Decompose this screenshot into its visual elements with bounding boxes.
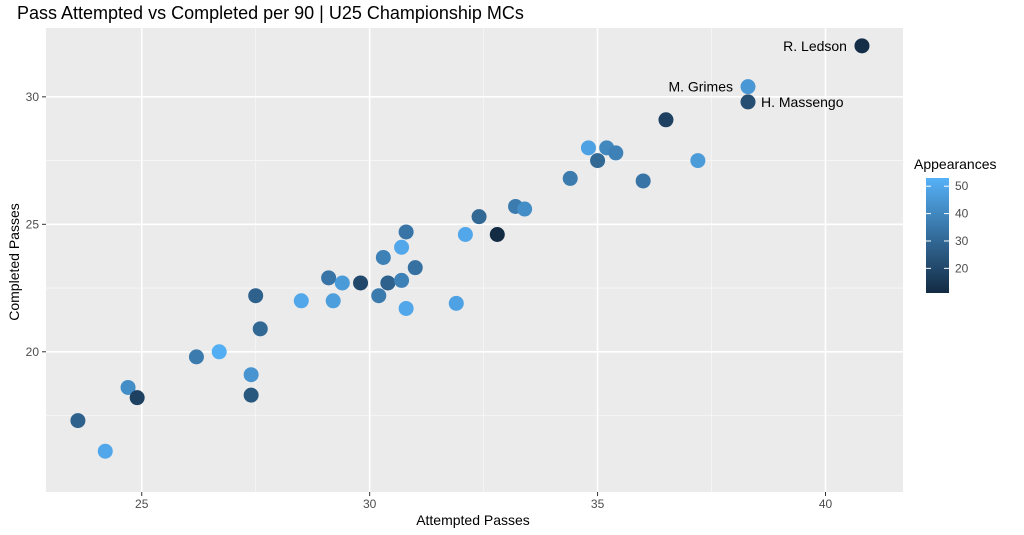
legend-colorbar (926, 178, 949, 293)
x-tick-label: 25 (135, 497, 149, 511)
point-label: H. Massengo (761, 94, 844, 110)
data-point (70, 413, 86, 429)
chart-title: Pass Attempted vs Completed per 90 | U25… (17, 3, 524, 23)
data-point (471, 209, 487, 225)
data-point (394, 272, 410, 288)
legend-tick-label: 20 (955, 261, 969, 275)
data-point (188, 349, 204, 365)
data-point (243, 367, 259, 383)
legend-title: Appearances (914, 156, 997, 172)
data-points (70, 38, 870, 459)
data-point (398, 300, 414, 316)
legend: Appearances 20 30 40 50 (914, 156, 997, 293)
y-axis-ticks: 20 25 30 (26, 90, 46, 359)
legend-tick-label: 40 (955, 207, 969, 221)
data-point (243, 387, 259, 403)
point-label: R. Ledson (783, 38, 847, 54)
y-tick-label: 30 (26, 90, 40, 104)
data-point (321, 270, 337, 286)
data-point (97, 443, 113, 459)
data-point (635, 173, 651, 189)
data-point (129, 390, 145, 406)
data-point (608, 145, 624, 161)
point-labels: R. Ledson M. Grimes H. Massengo (668, 38, 847, 110)
point-label: M. Grimes (668, 79, 733, 95)
data-point (740, 94, 756, 110)
data-point (658, 112, 674, 128)
major-gridlines (46, 28, 903, 492)
data-point (590, 153, 606, 169)
legend-ticks: 20 30 40 50 (926, 179, 969, 275)
data-point (690, 153, 706, 169)
data-point (489, 227, 505, 243)
data-point (457, 227, 473, 243)
x-axis-ticks: 25 30 35 40 (135, 492, 832, 511)
data-point (248, 288, 264, 304)
data-point (293, 293, 309, 309)
data-point (325, 293, 341, 309)
data-point (407, 260, 423, 276)
data-point (380, 275, 396, 291)
data-point (371, 288, 387, 304)
data-point (120, 379, 136, 395)
x-axis-title: Attempted Passes (416, 512, 530, 528)
x-tick-label: 35 (591, 497, 605, 511)
data-point (740, 79, 756, 95)
data-point (334, 275, 350, 291)
data-point (517, 201, 533, 217)
y-axis-title: Completed Passes (6, 203, 22, 321)
x-tick-label: 30 (363, 497, 377, 511)
minor-gridlines (46, 28, 903, 492)
data-point (562, 170, 578, 186)
plot-panel (46, 28, 903, 492)
data-point (854, 38, 870, 54)
data-point (375, 249, 391, 265)
data-point (394, 239, 410, 255)
data-point (398, 224, 414, 240)
data-point (211, 344, 227, 360)
data-point (353, 275, 369, 291)
y-tick-label: 25 (26, 217, 40, 231)
data-point (448, 295, 464, 311)
legend-tick-label: 50 (955, 179, 969, 193)
data-point (580, 140, 596, 156)
data-point (252, 321, 268, 337)
legend-tick-label: 30 (955, 234, 969, 248)
y-tick-label: 20 (26, 345, 40, 359)
x-tick-label: 40 (819, 497, 833, 511)
